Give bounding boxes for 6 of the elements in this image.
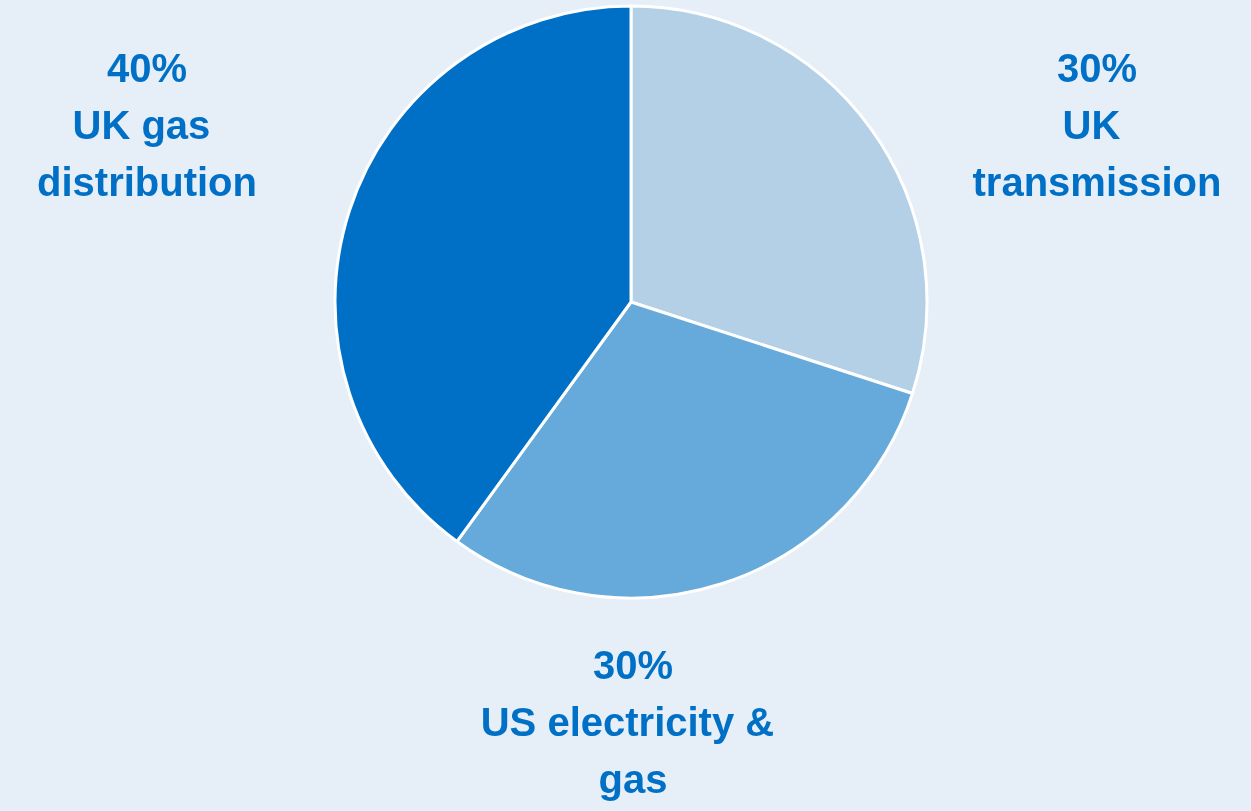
slice-label: UK gas distribution (37, 103, 257, 204)
data-label: 30% (1056, 46, 1138, 90)
data-label: 40% (106, 46, 188, 90)
data-label: 30% (592, 643, 674, 687)
slice-label: UK transmission (972, 103, 1222, 204)
slice-label: US electricity & gas (480, 700, 786, 801)
